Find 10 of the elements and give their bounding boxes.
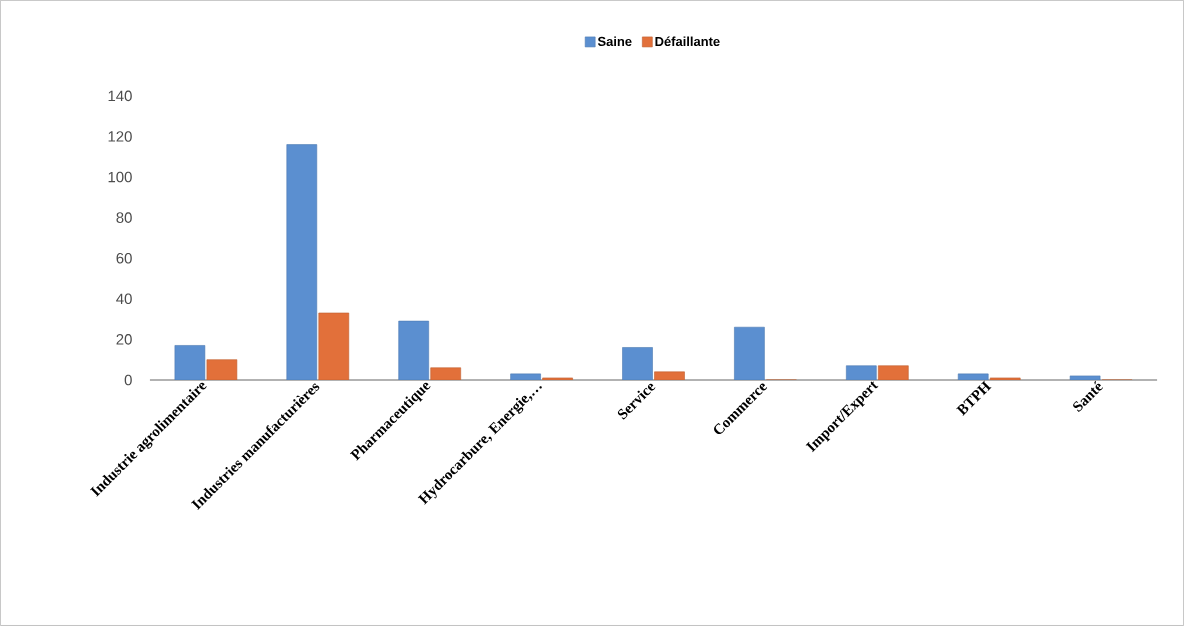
y-tick-label: 0	[124, 374, 132, 386]
legend-label: Saine	[597, 36, 632, 47]
y-tick-label: 120	[108, 131, 132, 142]
legend-label: Défaillante	[655, 36, 720, 47]
y-tick-label: 100	[108, 171, 132, 183]
y-tick-label: 20	[116, 334, 132, 345]
y-tick-label: 80	[116, 212, 132, 223]
y-tick-label: 140	[108, 90, 132, 102]
y-tick-label: 60	[116, 252, 132, 264]
y-tick-label: 40	[116, 293, 132, 305]
